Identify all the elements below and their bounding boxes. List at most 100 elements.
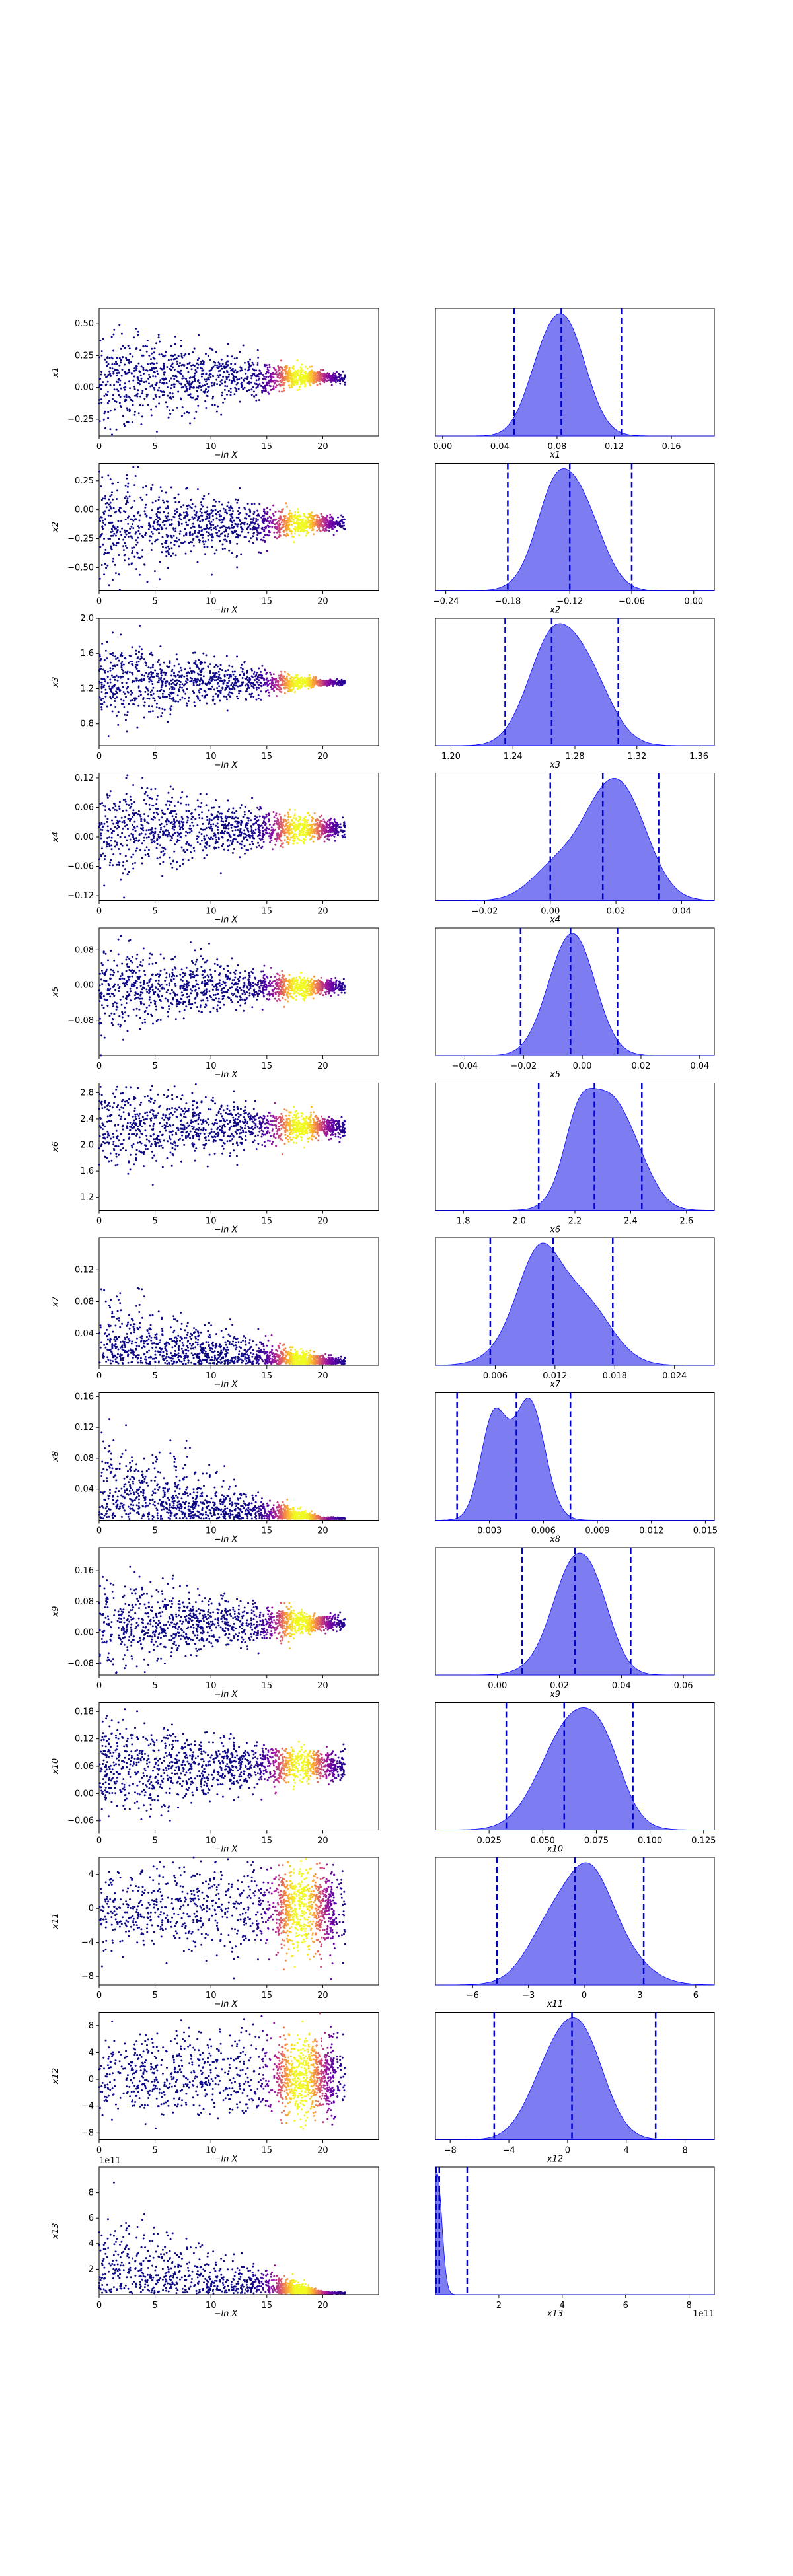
trace-point: [310, 373, 312, 376]
trace-point: [164, 674, 167, 676]
trace-point: [158, 402, 161, 405]
trace-point: [221, 379, 223, 382]
trace-point: [127, 686, 129, 688]
trace-point: [126, 485, 129, 488]
trace-point: [213, 505, 216, 507]
trace-point: [258, 514, 260, 517]
trace-point: [204, 540, 207, 543]
trace-point: [216, 383, 219, 386]
trace-point: [216, 687, 219, 690]
trace-point: [100, 706, 102, 709]
trace-point: [254, 828, 257, 831]
trace-point: [100, 678, 103, 680]
trace-point: [266, 517, 269, 519]
trace-point: [197, 386, 200, 389]
trace-point: [118, 324, 121, 326]
trace-point: [215, 676, 218, 678]
trace-point: [235, 533, 238, 536]
trace-point: [165, 684, 167, 687]
trace-point: [305, 682, 308, 685]
trace-point: [225, 526, 227, 529]
trace-point: [208, 389, 210, 392]
trace-point: [100, 516, 102, 519]
trace-point: [139, 395, 142, 398]
trace-point: [289, 838, 291, 841]
trace-point: [194, 513, 196, 516]
trace-point: [318, 516, 321, 519]
trace-point: [228, 674, 231, 676]
trace-point: [114, 400, 116, 402]
trace-point: [186, 382, 189, 384]
trace-point: [186, 363, 189, 365]
trace-point: [226, 682, 229, 684]
trace-point: [132, 519, 135, 522]
trace-point: [152, 398, 155, 400]
trace-point: [208, 532, 210, 534]
trace-point: [275, 371, 278, 373]
trace-ytick-label: 1.2: [80, 684, 94, 694]
trace-point: [202, 497, 205, 500]
trace-point: [98, 517, 101, 520]
trace-point: [108, 370, 111, 373]
trace-point: [283, 686, 286, 689]
trace-point: [290, 523, 293, 526]
trace-point: [320, 681, 322, 684]
trace-point: [111, 433, 113, 436]
trace-point: [231, 670, 234, 673]
trace-point: [179, 397, 182, 400]
trace-point: [116, 388, 118, 391]
trace-point: [178, 501, 180, 503]
trace-point: [202, 519, 204, 521]
trace-point: [315, 676, 317, 678]
trace-point: [246, 688, 248, 690]
trace-point: [170, 547, 173, 550]
trace-point: [182, 386, 185, 388]
trace-point: [252, 682, 254, 684]
trace-point: [137, 536, 139, 539]
trace-point: [253, 373, 256, 375]
trace-point: [198, 526, 201, 529]
trace-point: [145, 672, 147, 674]
posterior-xtick-label: 1.20: [441, 752, 461, 762]
trace-point: [289, 826, 291, 828]
trace-point: [170, 345, 172, 347]
trace-point: [170, 358, 173, 361]
trace-point: [278, 528, 280, 530]
trace-point: [260, 690, 262, 693]
trace-point: [274, 379, 276, 382]
trace-point: [194, 651, 196, 654]
trace-point: [217, 826, 219, 829]
trace-point: [318, 521, 321, 524]
trace-point: [129, 699, 132, 702]
trace-point: [210, 520, 213, 523]
trace-point: [165, 351, 167, 353]
trace-point: [140, 377, 143, 380]
trace-point: [240, 377, 243, 379]
trace-point: [145, 493, 148, 496]
trace-point: [190, 844, 192, 847]
trace-point: [143, 679, 145, 682]
trace-point: [198, 816, 201, 819]
trace-ytick-label: 0.25: [75, 351, 94, 361]
trace-point: [337, 516, 339, 519]
trace-point: [184, 683, 186, 686]
trace-point: [135, 543, 138, 546]
trace-point: [182, 689, 184, 692]
trace-point: [184, 680, 187, 683]
trace-point: [111, 363, 114, 365]
trace-point: [193, 661, 196, 664]
trace-point: [169, 697, 171, 699]
trace-point: [178, 513, 181, 515]
trace-point: [113, 363, 116, 365]
trace-point: [238, 378, 241, 380]
trace-point: [330, 381, 332, 383]
trace-point: [98, 399, 100, 401]
trace-point: [160, 715, 163, 717]
trace-point: [256, 681, 258, 684]
trace-point: [193, 517, 196, 519]
trace-point: [196, 561, 199, 563]
trace-point: [236, 378, 239, 381]
trace-point: [228, 509, 231, 512]
trace-point: [203, 696, 206, 699]
trace-xtick-label: 15: [262, 597, 273, 607]
